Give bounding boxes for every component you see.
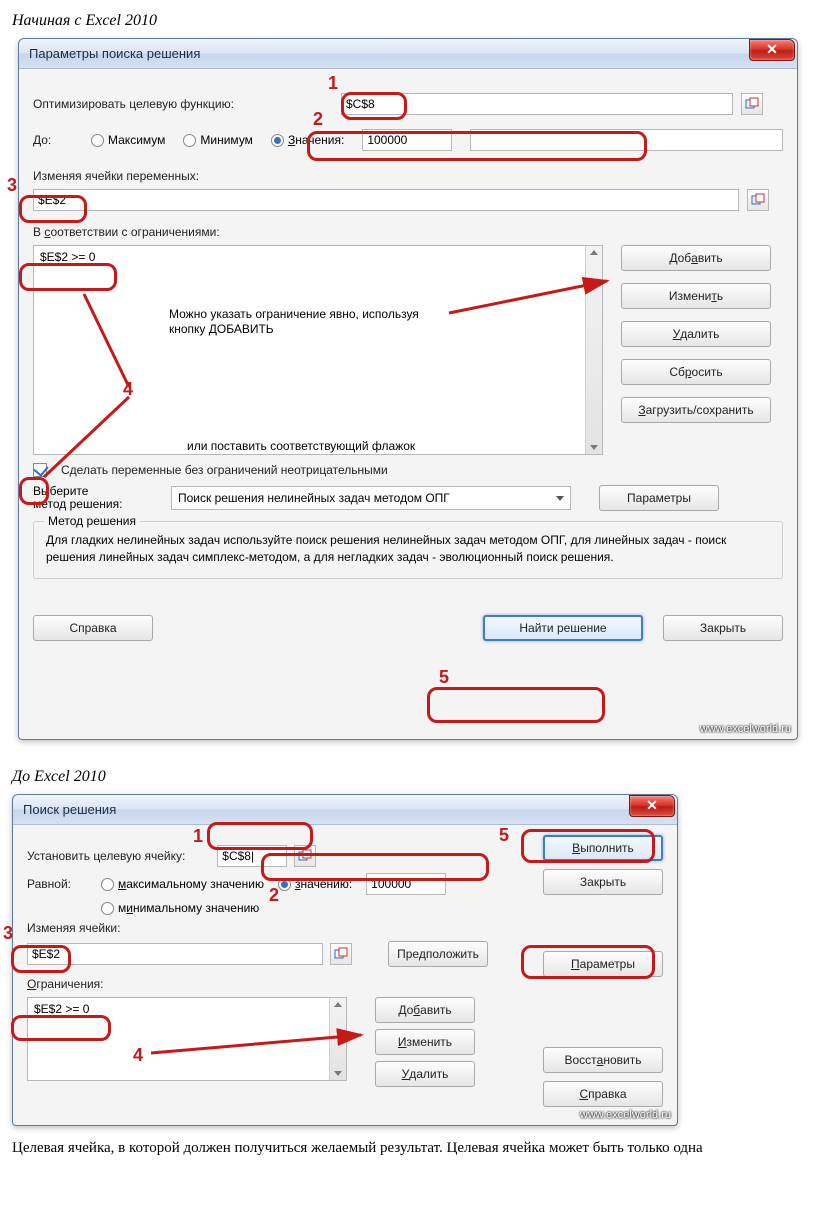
help-button[interactable]: Справка bbox=[33, 615, 153, 641]
solve-button[interactable]: Найти решение bbox=[483, 615, 643, 641]
titlebar: Параметры поиска решения bbox=[19, 39, 797, 69]
radio-max[interactable]: Максимум bbox=[91, 133, 165, 147]
radio-max[interactable]: максимальному значению bbox=[101, 877, 264, 891]
radio-value[interactable]: Значения: bbox=[271, 133, 344, 147]
ann-num-1: 1 bbox=[193, 826, 203, 847]
restore-button[interactable]: Восстановить bbox=[543, 1047, 663, 1073]
help-button[interactable]: Справка bbox=[543, 1081, 663, 1107]
delete-button[interactable]: Удалить bbox=[621, 321, 771, 347]
ann-box-5 bbox=[427, 687, 605, 723]
vars-label: Изменяя ячейки переменных: bbox=[33, 169, 783, 183]
target-input[interactable]: $C$8| bbox=[217, 845, 287, 867]
constraint-item[interactable]: $E$2 >= 0 bbox=[34, 246, 602, 268]
add-button[interactable]: Добавить bbox=[621, 245, 771, 271]
objective-value: $C$8 bbox=[346, 97, 375, 111]
constraint-item[interactable]: $E$2 >= 0 bbox=[28, 998, 346, 1020]
radio-min[interactable]: Минимум bbox=[183, 133, 253, 147]
method-desc: Для гладких нелинейных задач используйте… bbox=[46, 532, 770, 566]
scrollbar[interactable] bbox=[585, 246, 602, 454]
window-title: Параметры поиска решения bbox=[29, 46, 200, 61]
run-button[interactable]: Выполнить bbox=[543, 835, 663, 861]
constraints-list[interactable]: $E$2 >= 0 bbox=[33, 245, 603, 455]
window-title: Поиск решения bbox=[23, 802, 116, 817]
objective-label: Оптимизировать целевую функцию: bbox=[33, 97, 333, 111]
radio-value[interactable]: значению: bbox=[278, 877, 352, 891]
guess-button[interactable]: Предположить bbox=[388, 941, 488, 967]
to-label: До: bbox=[33, 133, 73, 147]
change-button[interactable]: Изменить bbox=[621, 283, 771, 309]
radio-min[interactable]: минимальному значению bbox=[101, 901, 259, 915]
titlebar: Поиск решения bbox=[13, 795, 677, 825]
method-select[interactable]: Поиск решения нелинейных задач методом О… bbox=[171, 486, 571, 510]
close-button[interactable]: Закрыть bbox=[543, 869, 663, 895]
ann-num-3: 3 bbox=[3, 923, 13, 944]
constraints-label: В соответствии с ограничениями: bbox=[33, 225, 783, 239]
scrollbar[interactable] bbox=[329, 998, 346, 1080]
value-input[interactable]: 100000 bbox=[362, 129, 452, 151]
ann-num-5: 5 bbox=[499, 825, 509, 846]
ann-num-5: 5 bbox=[439, 667, 449, 688]
nonneg-label: Сделать переменные без ограничений неотр… bbox=[61, 463, 388, 477]
equal-label: Равной: bbox=[27, 877, 87, 891]
change-button[interactable]: Изменить bbox=[375, 1029, 475, 1055]
load-save-button[interactable]: Загрузить/сохранить bbox=[621, 397, 771, 423]
close-button[interactable]: Закрыть bbox=[663, 615, 783, 641]
options-button[interactable]: Параметры bbox=[543, 951, 663, 977]
solver-2010-window: Параметры поиска решения ✕ Оптимизироват… bbox=[18, 38, 798, 740]
value-input-tail[interactable] bbox=[470, 129, 783, 151]
ann-num-1: 1 bbox=[328, 73, 338, 94]
close-icon[interactable]: ✕ bbox=[629, 795, 675, 817]
method-label: Выберитеметод решения: bbox=[33, 485, 163, 511]
caption-top: Начиная с Excel 2010 bbox=[12, 12, 808, 30]
refedit-icon[interactable] bbox=[747, 189, 769, 211]
options-button[interactable]: Параметры bbox=[599, 485, 719, 511]
add-button[interactable]: Добавить bbox=[375, 997, 475, 1023]
objective-input[interactable]: $C$8 bbox=[341, 93, 733, 115]
ann-num-3: 3 bbox=[7, 175, 17, 196]
refedit-icon[interactable] bbox=[330, 943, 352, 965]
constraints-list[interactable]: $E$2 >= 0 bbox=[27, 997, 347, 1081]
delete-button[interactable]: Удалить bbox=[375, 1061, 475, 1087]
value-input[interactable]: 100000 bbox=[366, 873, 446, 895]
vars-input[interactable]: $E$2 bbox=[27, 943, 323, 965]
refedit-icon[interactable] bbox=[294, 845, 316, 867]
method-fieldset: Метод решения Для гладких нелинейных зад… bbox=[33, 521, 783, 579]
method-legend: Метод решения bbox=[44, 514, 140, 528]
nonneg-checkbox[interactable] bbox=[33, 463, 47, 477]
caption-mid: До Excel 2010 bbox=[12, 768, 808, 786]
target-label: Установить целевую ячейку: bbox=[27, 849, 185, 863]
vars-input[interactable]: $E$2 bbox=[33, 189, 739, 211]
reset-button[interactable]: Сбросить bbox=[621, 359, 771, 385]
refedit-icon[interactable] bbox=[741, 93, 763, 115]
solver-pre2010-window: Поиск решения ✕ Установить целевую ячейк… bbox=[12, 794, 678, 1126]
close-icon[interactable]: ✕ bbox=[749, 39, 795, 61]
footer-text: Целевая ячейка, в которой должен получит… bbox=[12, 1140, 804, 1157]
